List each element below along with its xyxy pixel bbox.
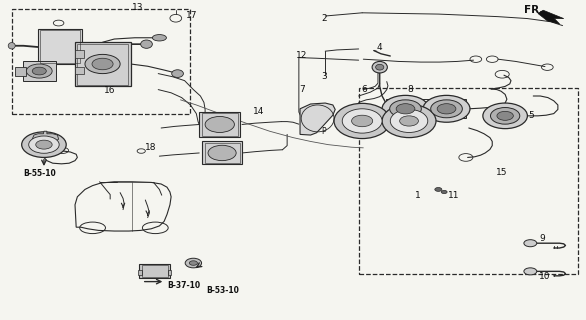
- Ellipse shape: [8, 43, 15, 49]
- Ellipse shape: [85, 54, 120, 74]
- Polygon shape: [300, 103, 335, 135]
- Bar: [138, 270, 142, 275]
- Bar: [202, 141, 242, 164]
- Bar: [75, 50, 84, 58]
- Bar: [205, 143, 240, 163]
- Bar: [23, 61, 56, 81]
- Text: B-53-10: B-53-10: [206, 286, 239, 295]
- Text: FR.: FR.: [524, 5, 544, 15]
- Ellipse shape: [189, 261, 197, 265]
- Ellipse shape: [390, 100, 421, 118]
- Text: 5: 5: [529, 111, 534, 120]
- Ellipse shape: [372, 61, 387, 73]
- Polygon shape: [32, 131, 59, 141]
- Bar: [386, 99, 466, 118]
- Ellipse shape: [490, 108, 520, 124]
- Ellipse shape: [524, 240, 537, 247]
- Ellipse shape: [376, 64, 384, 70]
- Ellipse shape: [342, 109, 382, 133]
- Text: 10: 10: [539, 272, 551, 281]
- Ellipse shape: [141, 40, 152, 48]
- Text: 15: 15: [496, 168, 507, 177]
- Ellipse shape: [423, 95, 470, 122]
- Ellipse shape: [334, 103, 390, 139]
- Ellipse shape: [208, 145, 236, 161]
- Text: 8: 8: [408, 85, 414, 94]
- Ellipse shape: [172, 70, 183, 77]
- Text: 18: 18: [145, 143, 157, 152]
- Bar: [40, 30, 80, 63]
- Ellipse shape: [352, 115, 373, 127]
- Text: B-55-10: B-55-10: [23, 169, 56, 178]
- Text: 13: 13: [132, 3, 144, 12]
- Ellipse shape: [185, 258, 202, 268]
- Bar: [139, 264, 170, 278]
- Text: 3: 3: [321, 72, 327, 81]
- Bar: [77, 44, 128, 85]
- Ellipse shape: [382, 104, 436, 138]
- Ellipse shape: [32, 67, 46, 75]
- Text: 1: 1: [415, 191, 421, 200]
- Text: 16: 16: [104, 86, 116, 95]
- Bar: [38, 29, 82, 64]
- Ellipse shape: [390, 109, 428, 132]
- Ellipse shape: [396, 104, 415, 114]
- Text: 7: 7: [299, 85, 305, 94]
- Bar: [15, 67, 26, 76]
- Text: P: P: [321, 127, 326, 136]
- Ellipse shape: [22, 132, 66, 157]
- Bar: [199, 112, 240, 137]
- Ellipse shape: [400, 116, 418, 126]
- Text: 14: 14: [253, 107, 264, 116]
- Text: 12: 12: [296, 51, 307, 60]
- Bar: [75, 42, 131, 86]
- Text: 17: 17: [186, 11, 198, 20]
- Polygon shape: [538, 10, 564, 24]
- Ellipse shape: [441, 190, 447, 194]
- Bar: [75, 67, 84, 74]
- Text: 4: 4: [376, 43, 382, 52]
- Ellipse shape: [524, 268, 537, 275]
- Ellipse shape: [92, 58, 113, 70]
- Text: 11: 11: [448, 191, 460, 200]
- Ellipse shape: [497, 111, 513, 120]
- Bar: [142, 265, 168, 277]
- Bar: [168, 270, 171, 275]
- Ellipse shape: [483, 103, 527, 129]
- Text: 6: 6: [361, 85, 367, 94]
- Ellipse shape: [205, 116, 234, 132]
- Ellipse shape: [36, 140, 52, 149]
- Ellipse shape: [437, 104, 456, 114]
- Ellipse shape: [382, 95, 429, 122]
- Bar: [359, 88, 578, 274]
- Bar: [12, 9, 190, 114]
- Ellipse shape: [26, 64, 52, 78]
- Ellipse shape: [152, 35, 166, 41]
- Text: 2: 2: [321, 14, 327, 23]
- Bar: [202, 113, 238, 136]
- Ellipse shape: [435, 188, 442, 191]
- Text: B-37-10: B-37-10: [167, 281, 200, 290]
- Ellipse shape: [431, 100, 462, 118]
- Ellipse shape: [29, 136, 59, 153]
- Text: 9: 9: [539, 234, 545, 243]
